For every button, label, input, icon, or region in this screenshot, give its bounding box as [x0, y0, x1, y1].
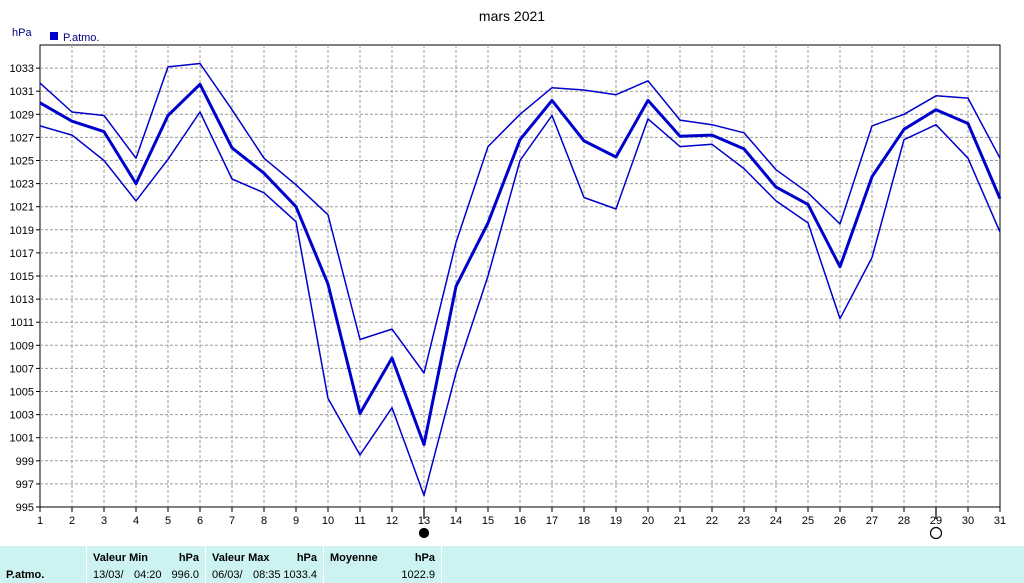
- mean-unit: hPa: [414, 552, 435, 564]
- y-tick-label: 1013: [10, 294, 34, 306]
- x-tick-label: 9: [293, 515, 299, 527]
- legend-swatch: [50, 32, 58, 40]
- x-tick-label: 1: [37, 515, 43, 527]
- pressure-chart: mars 2021 hPa P.atmo. 995 997 999 1001 1003 1…: [10, 8, 1006, 540]
- y-tick-label: 1027: [10, 132, 34, 144]
- y-axis-unit: hPa: [12, 27, 32, 39]
- min-header: Valeur Min: [93, 552, 149, 564]
- x-tick-label: 29: [930, 515, 942, 527]
- y-tick-label: 1007: [10, 363, 34, 375]
- y-tick-label: 1003: [10, 410, 34, 422]
- x-tick-label: 23: [738, 515, 750, 527]
- x-axis: 1 2 3 4 5 6 7 8 9 10 11 12 13 14 15 16 17 18 19 20 21 22 23 24 2…: [37, 507, 1006, 527]
- min-value: 996.0: [171, 569, 199, 581]
- max-header: Valeur Max: [212, 552, 270, 564]
- x-tick-label: 30: [962, 515, 974, 527]
- y-axis: 995 997 999 1001 1003 1005 1007 1009 1011 1013 101…: [10, 63, 40, 514]
- x-tick-label: 22: [706, 515, 718, 527]
- x-tick-label: 21: [674, 515, 686, 527]
- moon-phases: [418, 507, 943, 540]
- min-time: 04:20: [134, 569, 162, 581]
- x-tick-label: 24: [770, 515, 782, 527]
- series-line-mean: [39, 82, 1002, 447]
- y-tick-label: 1025: [10, 156, 34, 168]
- mean-value: 1022.9: [401, 569, 435, 581]
- max-value-cell: Valeur Max hPa 06/03/ 08:35 1033.4: [206, 546, 324, 583]
- grid-lines: [40, 45, 1000, 507]
- statistics-bar: P.atmo. Valeur Min hPa 13/03/ 04:20 996.…: [0, 546, 1024, 583]
- x-tick-label: 6: [197, 515, 203, 527]
- moon-new-icon: [418, 527, 430, 539]
- x-tick-label: 11: [354, 515, 365, 527]
- x-tick-label: 28: [898, 515, 910, 527]
- series-line-max: [39, 62, 1001, 374]
- moon-full-icon: [929, 526, 943, 540]
- x-tick-label: 5: [165, 515, 171, 527]
- x-tick-label: 20: [642, 515, 654, 527]
- x-tick-label: 14: [450, 515, 462, 527]
- y-tick-label: 1009: [10, 340, 34, 352]
- y-tick-label: 1029: [10, 109, 34, 121]
- x-tick-label: 15: [482, 515, 494, 527]
- series-lines: [39, 62, 1002, 497]
- x-tick-label: 19: [610, 515, 622, 527]
- x-tick-label: 2: [69, 515, 75, 527]
- legend-label: P.atmo.: [63, 32, 100, 44]
- x-tick-label: 31: [994, 515, 1006, 527]
- x-tick-label: 4: [133, 515, 139, 527]
- y-tick-label: 1005: [10, 387, 34, 399]
- x-tick-label: 7: [229, 515, 235, 527]
- mean-value-cell: Moyenne hPa 1022.9: [324, 546, 442, 583]
- stats-row-label: P.atmo.: [6, 569, 45, 581]
- max-date: 06/03/: [212, 569, 243, 581]
- x-tick-label: 16: [514, 515, 526, 527]
- x-tick-label: 27: [866, 515, 878, 527]
- y-tick-label: 1017: [10, 248, 34, 260]
- x-tick-label: 3: [101, 515, 107, 527]
- y-tick-label: 1019: [10, 225, 34, 237]
- x-tick-label: 17: [546, 515, 558, 527]
- min-value-cell: Valeur Min hPa 13/03/ 04:20 996.0: [87, 546, 206, 583]
- series-line-min: [39, 111, 1001, 497]
- y-tick-label: 1031: [10, 86, 34, 98]
- x-tick-label: 25: [802, 515, 814, 527]
- x-tick-label: 13: [418, 515, 430, 527]
- x-tick-label: 26: [834, 515, 846, 527]
- max-value: 1033.4: [283, 569, 317, 581]
- min-unit: hPa: [178, 552, 199, 564]
- stats-row-label-cell: P.atmo.: [0, 546, 87, 583]
- y-tick-label: 999: [16, 456, 34, 468]
- y-tick-label: 1015: [10, 271, 34, 283]
- max-unit: hPa: [296, 552, 317, 564]
- x-tick-label: 12: [386, 515, 398, 527]
- y-tick-label: 1033: [10, 63, 34, 75]
- y-tick-label: 997: [16, 479, 34, 491]
- y-tick-label: 995: [16, 502, 34, 514]
- x-tick-label: 10: [322, 515, 334, 527]
- y-tick-label: 1021: [10, 202, 34, 214]
- y-tick-label: 1023: [10, 179, 34, 191]
- mean-header: Moyenne: [330, 552, 378, 564]
- y-tick-label: 1011: [10, 317, 34, 329]
- x-tick-label: 8: [261, 515, 267, 527]
- min-date: 13/03/: [93, 569, 124, 581]
- y-tick-label: 1001: [10, 433, 34, 445]
- x-tick-label: 18: [578, 515, 590, 527]
- chart-title: mars 2021: [479, 8, 545, 24]
- max-time: 08:35: [253, 569, 281, 581]
